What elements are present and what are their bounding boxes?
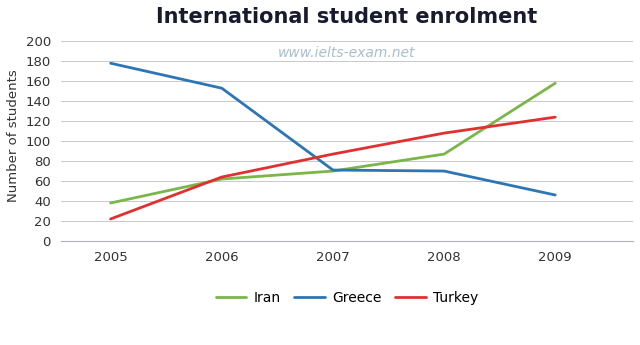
Text: www.ielts-exam.net: www.ielts-exam.net <box>278 46 415 60</box>
Greece <box>329 168 337 172</box>
Legend: Iran, Greece, Turkey: Iran, Greece, Turkey <box>211 286 483 311</box>
Turkey <box>552 115 559 119</box>
Line: Turkey: Turkey <box>111 117 556 219</box>
Greece <box>552 193 559 197</box>
Turkey <box>440 131 448 135</box>
Iran <box>218 177 226 181</box>
Greece <box>440 169 448 173</box>
Greece <box>218 86 226 90</box>
Y-axis label: Number of students: Number of students <box>7 70 20 203</box>
Turkey <box>329 152 337 156</box>
Iran <box>107 201 115 205</box>
Iran <box>329 169 337 173</box>
Line: Greece: Greece <box>111 63 556 195</box>
Iran <box>440 152 448 156</box>
Title: International student enrolment: International student enrolment <box>156 7 538 27</box>
Turkey <box>218 175 226 179</box>
Iran <box>552 81 559 85</box>
Line: Iran: Iran <box>111 83 556 203</box>
Turkey <box>107 217 115 221</box>
Greece <box>107 61 115 65</box>
